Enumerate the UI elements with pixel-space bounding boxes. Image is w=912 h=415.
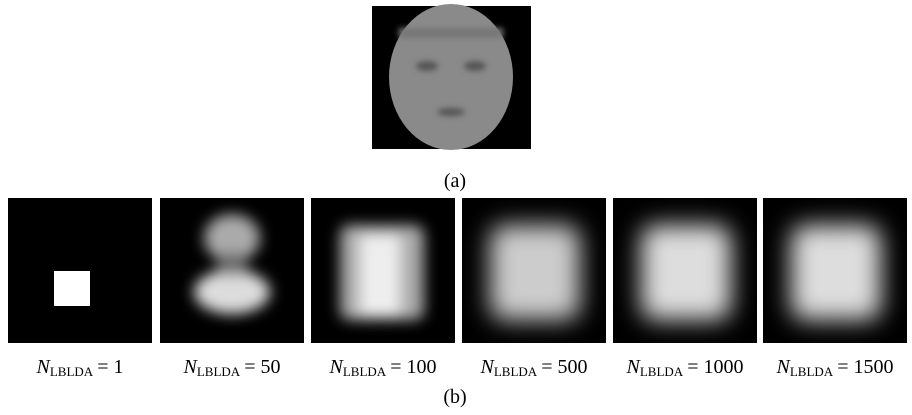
panel-3 xyxy=(311,198,455,343)
panel-label: NLBLDA = 500 xyxy=(458,356,610,380)
value-text: = 1000 xyxy=(687,356,743,378)
panel-label: NLBLDA = 50 xyxy=(156,356,308,380)
panel-2 xyxy=(160,198,304,343)
symbol: N xyxy=(777,356,790,378)
caption: (b) xyxy=(395,386,515,409)
figure-graphics xyxy=(0,0,912,415)
panel-label: NLBLDA = 1500 xyxy=(759,356,911,380)
symbol: N xyxy=(330,356,343,378)
value-text: = 1500 xyxy=(837,356,893,378)
panel-4 xyxy=(462,198,606,343)
panel-6 xyxy=(763,198,907,343)
panel-5 xyxy=(613,198,757,343)
subscript: LBLDA xyxy=(197,364,240,379)
figure: (a) (b) NLBLDA= 1NLBLDA= 50NLBLDA= 100NL… xyxy=(0,0,912,415)
subscript: LBLDA xyxy=(50,364,93,379)
value-text: = 50 xyxy=(244,356,280,378)
panel-label: NLBLDA = 100 xyxy=(307,356,459,380)
caption: (a) xyxy=(395,170,515,193)
subscript: LBLDA xyxy=(343,364,386,379)
symbol: N xyxy=(37,356,50,378)
subscript: LBLDA xyxy=(494,364,537,379)
panel-1 xyxy=(8,198,152,343)
panel-label: NLBLDA = 1 xyxy=(4,356,156,380)
symbol: N xyxy=(627,356,640,378)
panel-label: NLBLDA = 1000 xyxy=(609,356,761,380)
value-text: = 100 xyxy=(390,356,436,378)
symbol: N xyxy=(481,356,494,378)
subscript: LBLDA xyxy=(640,364,683,379)
subscript: LBLDA xyxy=(790,364,833,379)
face-image xyxy=(372,4,531,150)
value-text: = 1 xyxy=(97,356,123,378)
value-text: = 500 xyxy=(541,356,587,378)
symbol: N xyxy=(184,356,197,378)
